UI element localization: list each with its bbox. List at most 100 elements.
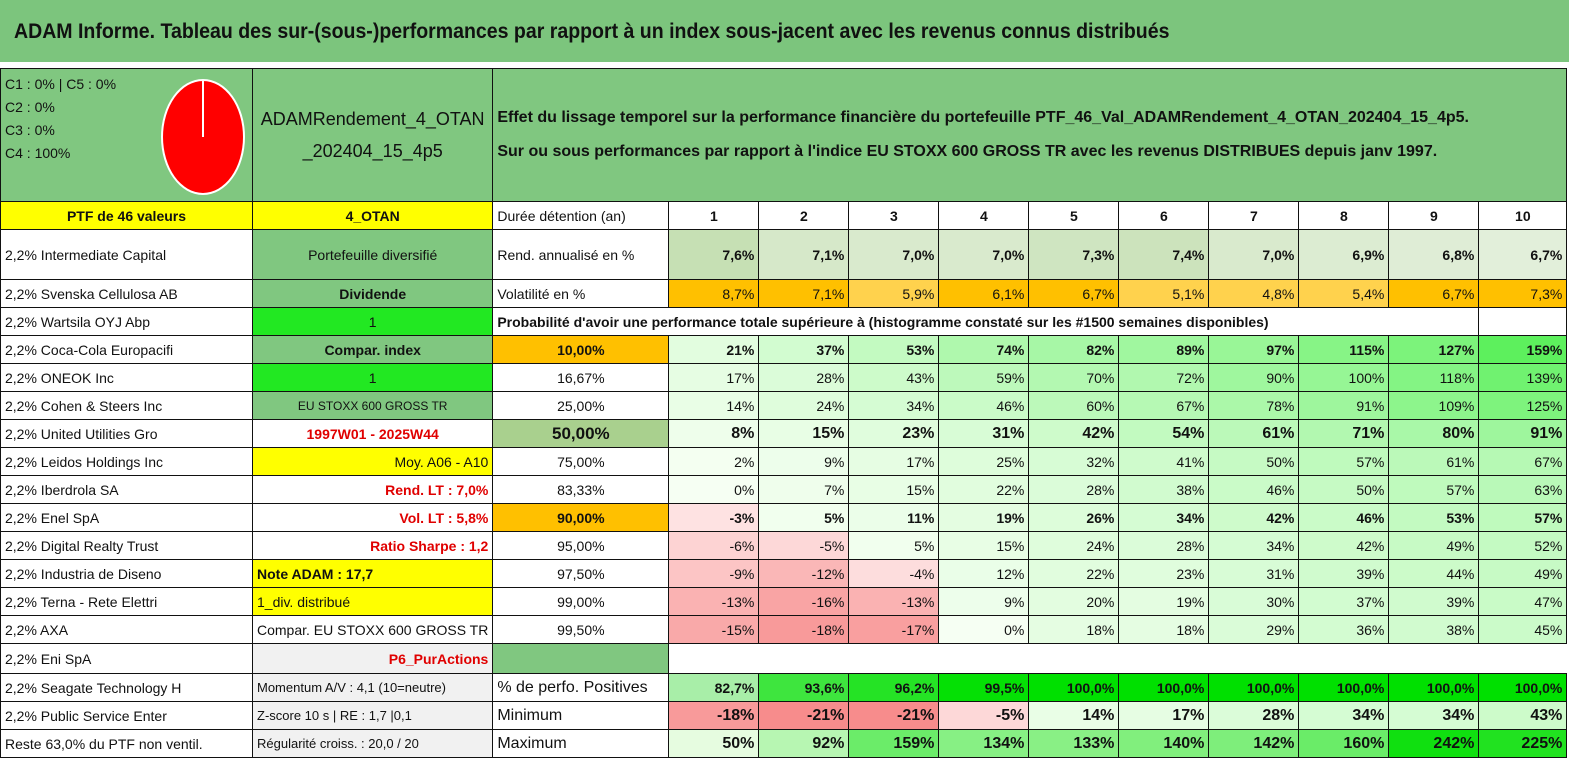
info-cell: Dividende bbox=[251, 279, 494, 308]
info-cell: Portefeuille diversifié bbox=[251, 229, 494, 280]
value-cell: 8,7% bbox=[668, 279, 760, 308]
description-line: Sur ou sous performances par rapport à l… bbox=[497, 143, 1438, 160]
value-cell: 23% bbox=[848, 419, 940, 448]
row-label: Durée détention (an) bbox=[492, 201, 670, 230]
info-cell: Vol. LT : 5,8% bbox=[251, 503, 494, 532]
value-cell: -4% bbox=[848, 559, 940, 588]
info-cell: 1 bbox=[251, 363, 494, 392]
value-cell: 9% bbox=[758, 447, 850, 476]
value-cell: 34% bbox=[1298, 701, 1390, 730]
value-cell: 57% bbox=[1388, 475, 1480, 504]
table-row: 2,2% Industria de Diseno Note ADAM : 17,7… bbox=[0, 559, 1568, 588]
value-cell: 19% bbox=[1118, 587, 1210, 616]
year-header: 1 bbox=[668, 201, 760, 230]
info-cell: P6_PurActions bbox=[251, 643, 494, 674]
row-label: Volatilité en % bbox=[492, 279, 670, 308]
value-cell: 46% bbox=[1298, 503, 1390, 532]
value-cell: 23% bbox=[1118, 559, 1210, 588]
value-cell: 67% bbox=[1478, 447, 1568, 476]
value-cell: 39% bbox=[1388, 587, 1480, 616]
value-cell: 63% bbox=[1478, 475, 1568, 504]
value-cell: 31% bbox=[938, 419, 1030, 448]
legend-item: C2 : 0% bbox=[5, 99, 55, 115]
value-cell: 100% bbox=[1298, 363, 1390, 392]
value-cell: 100,0% bbox=[1298, 673, 1390, 702]
value-cell: 92% bbox=[758, 729, 850, 758]
holding-label: 2,2% Iberdrola SA bbox=[0, 475, 253, 504]
table-row: 2,2% Coca-Cola Europacifi Compar. index 10… bbox=[0, 335, 1568, 364]
value-cell: 42% bbox=[1208, 503, 1300, 532]
info-cell: 1997W01 - 2025W44 bbox=[251, 419, 494, 448]
value-cell: 39% bbox=[1298, 559, 1390, 588]
value-cell: 19% bbox=[938, 503, 1030, 532]
value-cell: 4,8% bbox=[1208, 279, 1300, 308]
value-cell: 17% bbox=[668, 363, 760, 392]
value-cell: 36% bbox=[1298, 615, 1390, 644]
description-line: Effet du lissage temporel sur la perform… bbox=[497, 109, 1469, 126]
value-cell: 100,0% bbox=[1118, 673, 1210, 702]
value-cell: 7,3% bbox=[1028, 229, 1120, 280]
value-cell: 50% bbox=[668, 729, 760, 758]
value-cell: 15% bbox=[848, 475, 940, 504]
value-cell: 22% bbox=[1028, 559, 1120, 588]
value-cell: 31% bbox=[1208, 559, 1300, 588]
table-row: 2,2% Svenska Cellulosa AB Dividende Volati… bbox=[0, 279, 1568, 308]
table-row: 2,2% Public Service Enter Z-score 10 s | … bbox=[0, 701, 1568, 730]
value-cell: 17% bbox=[848, 447, 940, 476]
value-cell: -13% bbox=[848, 587, 940, 616]
value-cell: 5,1% bbox=[1118, 279, 1210, 308]
table-row: 2,2% Enel SpA Vol. LT : 5,8% 90,00% -3% 5% 11… bbox=[0, 503, 1568, 532]
value-cell: 28% bbox=[1118, 531, 1210, 560]
composition-pie-chart bbox=[161, 79, 245, 195]
year-header: 9 bbox=[1388, 201, 1480, 230]
value-cell: 43% bbox=[1478, 701, 1568, 730]
holding-label: 2,2% United Utilities Gro bbox=[0, 419, 253, 448]
value-cell: 28% bbox=[1028, 475, 1120, 504]
value-cell: 93,6% bbox=[758, 673, 850, 702]
table-row: 2,2% Leidos Holdings Inc Moy. A06 - A10 75… bbox=[0, 447, 1568, 476]
value-cell: 34% bbox=[848, 391, 940, 420]
value-cell: 0% bbox=[668, 475, 760, 504]
value-cell: 7,0% bbox=[1208, 229, 1300, 280]
table-row: PTF de 46 valeurs 4_OTAN Durée détention (… bbox=[0, 201, 1568, 230]
value-cell: 7,1% bbox=[758, 279, 850, 308]
holding-label: 2,2% Svenska Cellulosa AB bbox=[0, 279, 253, 308]
value-cell: 14% bbox=[668, 391, 760, 420]
value-cell: 60% bbox=[1028, 391, 1120, 420]
row-label: 97,50% bbox=[492, 559, 670, 588]
legend-item: C3 : 0% bbox=[5, 122, 55, 138]
value-cell: 82,7% bbox=[668, 673, 760, 702]
empty-cell bbox=[1478, 307, 1568, 336]
holding-label: Reste 63,0% du PTF non ventil. bbox=[0, 729, 253, 758]
value-cell: 142% bbox=[1208, 729, 1300, 758]
value-cell: 6,7% bbox=[1028, 279, 1120, 308]
value-cell: 159% bbox=[848, 729, 940, 758]
holding-label: 2,2% Leidos Holdings Inc bbox=[0, 447, 253, 476]
value-cell: 133% bbox=[1028, 729, 1120, 758]
value-cell: 5% bbox=[758, 503, 850, 532]
info-cell: Z-score 10 s | RE : 1,7 |0,1 bbox=[251, 701, 494, 730]
row-label: 99,50% bbox=[492, 615, 670, 644]
value-cell: 78% bbox=[1208, 391, 1300, 420]
value-cell: 89% bbox=[1118, 335, 1210, 364]
value-cell: 6,8% bbox=[1388, 229, 1480, 280]
holding-label: 2,2% Coca-Cola Europacifi bbox=[0, 335, 253, 364]
value-cell: 6,1% bbox=[938, 279, 1030, 308]
value-cell: -18% bbox=[758, 615, 850, 644]
info-cell: 1 bbox=[251, 307, 494, 336]
page-title: ADAM Informe. Tableau des sur-(sous-)per… bbox=[14, 20, 1170, 43]
value-cell: 28% bbox=[1208, 701, 1300, 730]
row-label: 99,00% bbox=[492, 587, 670, 616]
row-label: 90,00% bbox=[492, 503, 670, 532]
value-cell: 159% bbox=[1478, 335, 1568, 364]
value-cell: 134% bbox=[938, 729, 1030, 758]
value-cell: 97% bbox=[1208, 335, 1300, 364]
value-cell: 5,4% bbox=[1298, 279, 1390, 308]
composition-legend: C1 : 0% | C5 : 0% C2 : 0% C3 : 0% C4 : 1… bbox=[5, 73, 248, 165]
value-cell: 42% bbox=[1298, 531, 1390, 560]
value-cell: 109% bbox=[1388, 391, 1480, 420]
year-header: 2 bbox=[758, 201, 850, 230]
value-cell: 18% bbox=[1028, 615, 1120, 644]
value-cell: 100,0% bbox=[1478, 673, 1568, 702]
value-cell: 50% bbox=[1208, 447, 1300, 476]
